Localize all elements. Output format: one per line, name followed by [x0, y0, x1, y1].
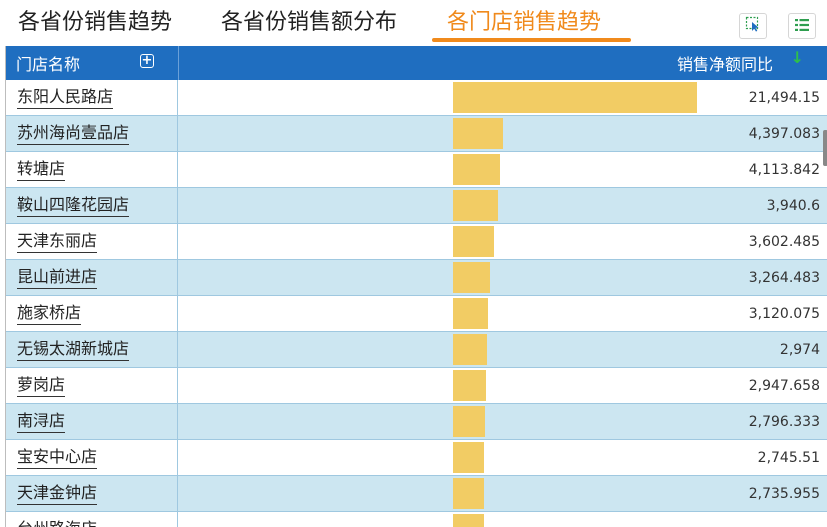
net-sales-yoy-value: 4,113.842: [748, 162, 820, 178]
value-bar: [453, 334, 487, 365]
tab-bar: 各省份销售趋势 各省份销售额分布 各门店销售趋势: [0, 0, 827, 44]
net-sales-yoy-value: 2,947.658: [748, 378, 820, 394]
table-row[interactable]: 施家桥店 3,120.075: [6, 296, 827, 332]
store-name-link[interactable]: 苏州海尚壹品店: [17, 122, 130, 145]
cursor-select-icon: [745, 16, 761, 36]
table-row[interactable]: 南浔店 2,796.333: [6, 404, 827, 440]
store-name-cell: 萝岗店: [6, 368, 178, 403]
value-bar: [453, 478, 484, 509]
table-header: 门店名称 + 销售净额同比 ↓: [6, 46, 827, 80]
table-row[interactable]: 台州路海店: [6, 512, 827, 527]
store-name-link[interactable]: 昆山前进店: [17, 266, 98, 289]
tab-province-sales-trend[interactable]: 各省份销售趋势: [18, 10, 173, 35]
arrow-down-icon[interactable]: ↓: [790, 48, 804, 67]
list-icon: [794, 17, 810, 36]
list-view-button[interactable]: [788, 13, 816, 39]
value-bar: [453, 442, 484, 473]
store-name-link[interactable]: 天津东丽店: [17, 230, 98, 253]
value-bar: [453, 370, 486, 401]
store-sales-table: 门店名称 + 销售净额同比 ↓ 东阳人民路店 21,494.15 苏州海尚壹品店 4,…: [5, 46, 827, 527]
select-button[interactable]: [739, 13, 767, 39]
value-bar: [453, 226, 494, 257]
net-sales-yoy-value: 3,940.6: [766, 198, 820, 214]
tab-store-sales-trend[interactable]: 各门店销售趋势: [447, 10, 602, 35]
net-sales-yoy-value: 2,745.51: [757, 450, 820, 466]
store-name-link[interactable]: 天津金钟店: [17, 482, 98, 505]
table-row[interactable]: 无锡太湖新城店 2,974: [6, 332, 827, 368]
store-name-link[interactable]: 台州路海店: [17, 518, 97, 527]
store-name-cell: 天津东丽店: [6, 224, 178, 259]
store-name-cell: 台州路海店: [6, 512, 178, 527]
value-bar: [453, 118, 503, 149]
store-name-cell: 昆山前进店: [6, 260, 178, 295]
table-row[interactable]: 宝安中心店 2,745.51: [6, 440, 827, 476]
table-row[interactable]: 转塘店 4,113.842: [6, 152, 827, 188]
store-name-link[interactable]: 施家桥店: [17, 302, 82, 325]
net-sales-yoy-value: 3,602.485: [748, 234, 820, 250]
store-name-link[interactable]: 南浔店: [17, 410, 66, 433]
store-name-link[interactable]: 萝岗店: [17, 374, 66, 397]
net-sales-yoy-value: 3,120.075: [748, 306, 820, 322]
store-name-cell: 转塘店: [6, 152, 178, 187]
store-name-link[interactable]: 宝安中心店: [17, 446, 98, 469]
column-header-store-name: 门店名称: [16, 55, 81, 74]
net-sales-yoy-value: 3,264.483: [748, 270, 820, 286]
store-name-cell: 施家桥店: [6, 296, 178, 331]
table-row[interactable]: 苏州海尚壹品店 4,397.083: [6, 116, 827, 152]
value-bar: [453, 406, 485, 437]
vertical-scrollbar[interactable]: [823, 130, 827, 166]
tab-province-sales-distribution[interactable]: 各省份销售额分布: [221, 10, 398, 35]
store-name-cell: 苏州海尚壹品店: [6, 116, 178, 151]
store-name-cell: 东阳人民路店: [6, 80, 178, 115]
store-name-cell: 南浔店: [6, 404, 178, 439]
store-name-cell: 无锡太湖新城店: [6, 332, 178, 367]
table-row[interactable]: 昆山前进店 3,264.483: [6, 260, 827, 296]
active-tab-underline: [432, 38, 631, 42]
table-row[interactable]: 天津金钟店 2,735.955: [6, 476, 827, 512]
column-header-net-sales-yoy[interactable]: 销售净额同比: [676, 55, 773, 74]
table-body: 东阳人民路店 21,494.15 苏州海尚壹品店 4,397.083 转塘店 4,113.…: [6, 80, 827, 527]
net-sales-yoy-value: 2,974: [779, 342, 820, 358]
store-name-link[interactable]: 无锡太湖新城店: [17, 338, 130, 361]
table-row[interactable]: 萝岗店 2,947.658: [6, 368, 827, 404]
table-row[interactable]: 鞍山四隆花园店 3,940.6: [6, 188, 827, 224]
store-name-cell: 鞍山四隆花园店: [6, 188, 178, 223]
plus-square-icon[interactable]: +: [140, 53, 154, 68]
value-bar: [453, 514, 484, 527]
net-sales-yoy-value: 2,796.333: [748, 414, 820, 430]
store-name-link[interactable]: 转塘店: [17, 158, 66, 181]
store-name-link[interactable]: 东阳人民路店: [17, 86, 114, 109]
net-sales-yoy-value: 2,735.955: [748, 486, 820, 502]
net-sales-yoy-value: 4,397.083: [748, 126, 820, 142]
table-row[interactable]: 东阳人民路店 21,494.15: [6, 80, 827, 116]
value-bar: [453, 82, 697, 113]
net-sales-yoy-value: 21,494.15: [748, 90, 820, 106]
value-bar: [453, 190, 498, 221]
value-bar: [453, 262, 490, 293]
store-name-link[interactable]: 鞍山四隆花园店: [17, 194, 130, 217]
store-name-cell: 天津金钟店: [6, 476, 178, 511]
table-row[interactable]: 天津东丽店 3,602.485: [6, 224, 827, 260]
value-bar: [453, 298, 488, 329]
column-divider: [178, 46, 179, 80]
value-bar: [453, 154, 500, 185]
store-name-cell: 宝安中心店: [6, 440, 178, 475]
